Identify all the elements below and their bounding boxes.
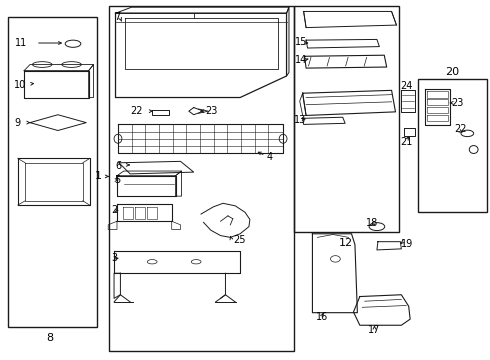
Text: 21: 21: [400, 137, 413, 147]
Bar: [8, 17, 98, 327]
Text: 23: 23: [205, 106, 217, 116]
Text: 12: 12: [339, 238, 353, 248]
Text: 22: 22: [454, 124, 466, 134]
Text: 4: 4: [267, 152, 273, 162]
Bar: [294, 6, 399, 232]
Text: 11: 11: [15, 38, 27, 48]
Text: 10: 10: [14, 80, 26, 90]
Text: 22: 22: [130, 106, 143, 116]
Text: 14: 14: [295, 55, 308, 65]
Text: 17: 17: [368, 325, 381, 335]
Bar: [418, 79, 487, 212]
Text: 25: 25: [233, 235, 245, 245]
Text: 7: 7: [114, 12, 121, 22]
Text: 19: 19: [401, 239, 414, 249]
Text: 6: 6: [116, 161, 122, 171]
Text: 2: 2: [111, 206, 118, 216]
Text: 16: 16: [316, 312, 328, 322]
Text: 23: 23: [452, 98, 464, 108]
Text: 3: 3: [111, 253, 117, 263]
Text: 15: 15: [295, 37, 307, 47]
Text: 1: 1: [96, 171, 102, 181]
Text: 13: 13: [294, 115, 306, 125]
Text: 18: 18: [366, 218, 378, 228]
Text: 8: 8: [46, 333, 53, 343]
Text: 9: 9: [14, 118, 21, 128]
Text: 5: 5: [114, 175, 121, 185]
Text: 20: 20: [445, 67, 460, 77]
Text: 24: 24: [400, 81, 413, 91]
Bar: [109, 6, 294, 351]
